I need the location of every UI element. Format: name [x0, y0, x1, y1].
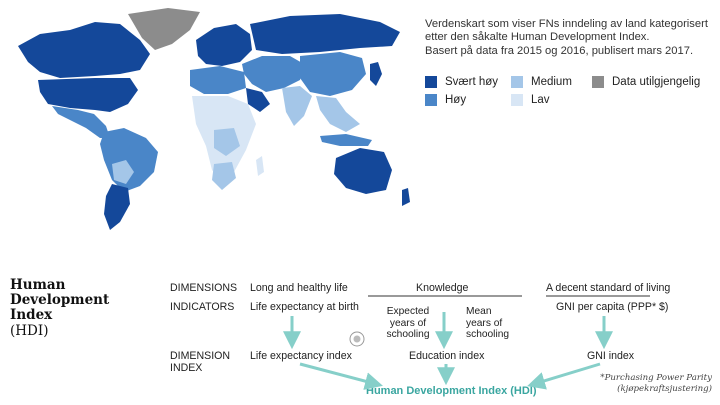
legend-swatch-medium: [511, 76, 523, 88]
hdi-title-line-3: Index: [10, 307, 53, 323]
legend-swatch-very-high: [425, 76, 437, 88]
mean-line-1: Mean: [466, 306, 492, 317]
world-hdi-map: [18, 8, 410, 230]
legend-item-high: Høy: [425, 94, 466, 106]
caption-line-1: Verdenskart som viser FNs inndeling av l…: [425, 18, 708, 30]
map-region-canada: [18, 22, 150, 78]
map-region-south-america-south: [104, 184, 130, 230]
legend-item-very-high: Svært høy: [425, 76, 498, 88]
caption-line-2: etter den såkalte Human Development Inde…: [425, 31, 650, 44]
hdi-output-label: Human Development Index (HDI): [366, 385, 537, 397]
footnote-line-2: (kjøpekraftsjustering): [617, 383, 712, 394]
map-caption: Verdenskart som viser FNs inndeling av l…: [425, 18, 715, 58]
target-icon-inner: [353, 335, 361, 343]
map-region-southern-africa: [212, 162, 236, 190]
map-region-greenland: [128, 8, 200, 50]
hdi-title-line-1: Human: [10, 277, 66, 293]
map-region-russia: [250, 14, 400, 54]
map-region-china: [300, 52, 366, 96]
map-region-indonesia: [320, 134, 372, 146]
legend-label-low: Lav: [531, 94, 550, 106]
map-region-middle-east: [242, 56, 304, 92]
legend-item-na: Data utilgjengelig: [592, 76, 700, 88]
legend-label-high: Høy: [445, 94, 467, 106]
health-index: Life expectancy index: [250, 350, 352, 362]
expected-line-2: years of: [389, 317, 427, 329]
living-indicator: GNI per capita (PPP* $): [556, 301, 669, 313]
mean-line-2: years of: [466, 317, 503, 329]
map-region-new-zealand: [402, 188, 410, 206]
living-dimension: A decent standard of living: [546, 282, 671, 294]
caption-line-3: Basert på data fra 2015 og 2016, publise…: [425, 44, 694, 57]
hdi-subtitle: (HDI): [10, 323, 49, 339]
map-region-gulf: [246, 88, 270, 112]
map-region-southeast-asia: [316, 96, 360, 132]
knowledge-index: Education index: [409, 350, 485, 362]
knowledge-dimension: Knowledge: [416, 282, 469, 294]
target-icon-outer: [349, 331, 365, 347]
map-region-north-africa: [190, 66, 246, 94]
map-region-south-america-north: [100, 128, 158, 192]
knowledge-indicator-mean: Mean years of schooling: [466, 306, 522, 341]
health-dimension: Long and healthy life: [250, 282, 348, 294]
map-region-australia: [334, 148, 392, 194]
legend-item-low: Lav: [511, 94, 550, 106]
arrow-health-to-hdi: [299, 362, 383, 390]
footnote-line-1: *Purchasing Power Parity: [600, 373, 712, 383]
health-indicator: Life expectancy at birth: [250, 301, 359, 313]
mean-line-3: schooling: [466, 329, 510, 340]
ppp-footnote: *Purchasing Power Parity (kjøpekraftsjus…: [600, 373, 712, 394]
legend-label-very-high: Svært høy: [445, 76, 499, 88]
expected-line-1: Expected: [386, 306, 430, 317]
knowledge-indicator-expected: Expected years of schooling: [384, 306, 432, 341]
hdi-title-line-2: Development: [10, 292, 110, 308]
legend-item-medium: Medium: [511, 76, 572, 88]
legend-swatch-low: [511, 94, 523, 106]
legend-swatch-na: [592, 76, 604, 88]
map-region-madagascar: [256, 156, 264, 176]
row-label-dimensions: DIMENSIONS: [170, 282, 238, 294]
map-region-south-america-central: [112, 160, 134, 184]
map-region-usa: [38, 78, 138, 112]
map-region-japan: [370, 62, 382, 86]
living-index: GNI index: [587, 350, 635, 362]
legend-label-medium: Medium: [531, 76, 572, 88]
map-region-india: [282, 86, 312, 126]
arrow-gni-to-hdi: [527, 362, 601, 390]
legend-swatch-high: [425, 94, 437, 106]
row-label-dimension-index-2: INDEX: [170, 362, 203, 374]
row-label-dimension-index-1: DIMENSION: [170, 350, 231, 362]
map-region-central-africa: [214, 128, 240, 156]
hdi-title: Human Development Index: [10, 278, 109, 323]
row-label-indicators: INDICATORS: [170, 301, 235, 313]
map-region-europe: [196, 24, 252, 66]
map-region-mexico: [52, 106, 110, 138]
expected-line-3: schooling: [386, 329, 430, 340]
legend-label-na: Data utilgjengelig: [612, 76, 701, 88]
